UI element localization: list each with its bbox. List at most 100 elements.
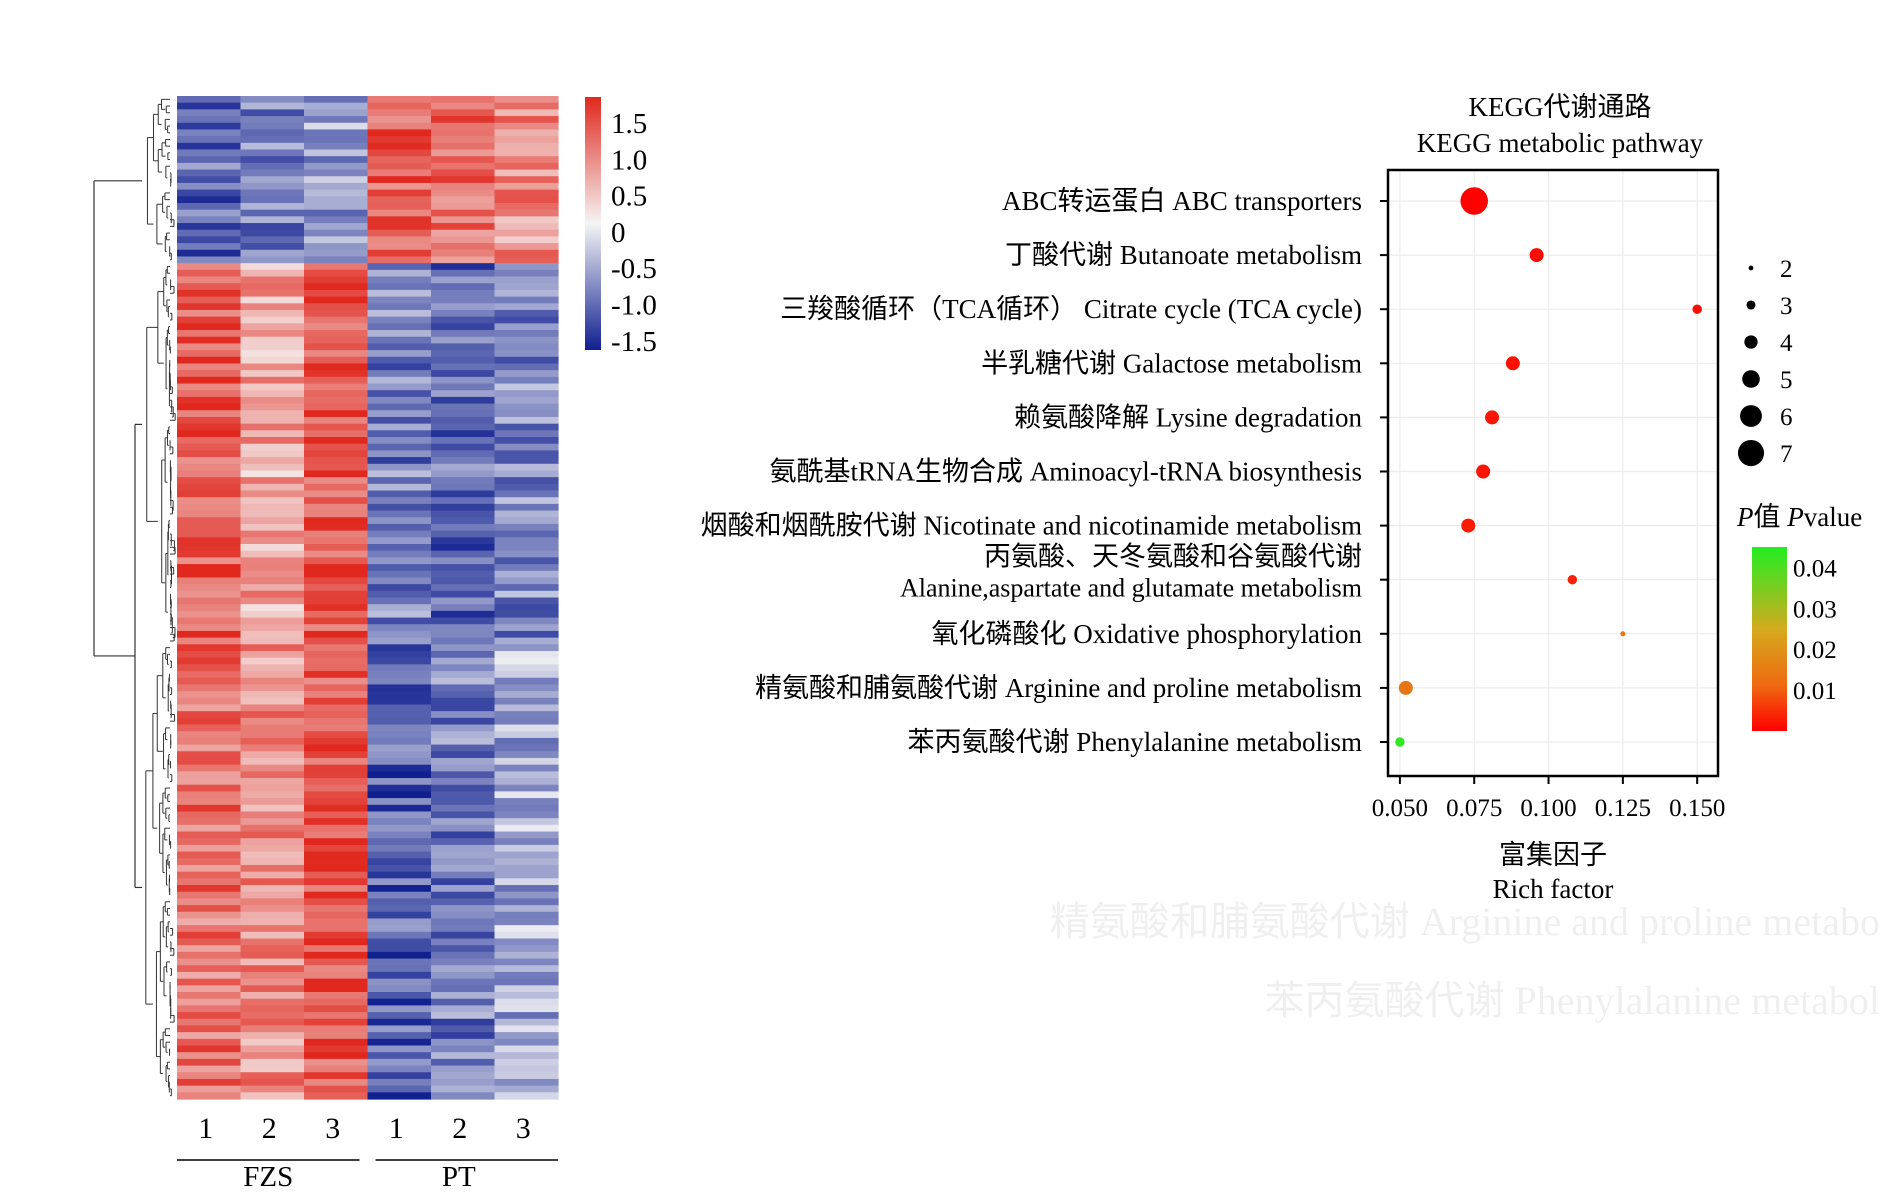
heatmap-cell: [494, 303, 559, 311]
heatmap-cell: [177, 96, 242, 104]
heatmap-cell: [240, 356, 305, 365]
heatmap-cell: [240, 751, 305, 759]
heatmap-cell: [240, 403, 305, 411]
heatmap-cell: [431, 704, 496, 712]
heatmap-cell: [431, 162, 496, 171]
heatmap-cell: [177, 243, 242, 251]
heatmap-cell: [494, 396, 559, 405]
heatmap-cell: [240, 503, 305, 512]
heatmap-cell: [431, 209, 496, 217]
heatmap-cell: [367, 289, 432, 298]
heatmap-cell: [240, 737, 305, 746]
color-legend-label: 0.01: [1793, 678, 1837, 705]
heatmap-cell: [494, 905, 559, 913]
heatmap-cell: [304, 530, 369, 538]
heatmap-cell: [304, 156, 369, 164]
heatmap-cell: [240, 236, 305, 244]
heatmap-cell: [177, 744, 242, 752]
size-legend-dot: [1744, 335, 1758, 349]
heatmap-cell: [367, 650, 432, 659]
heatmap-cell: [177, 731, 242, 739]
heatmap-cell: [367, 544, 432, 552]
heatmap-cell: [494, 898, 559, 906]
heatmap-cell: [177, 1025, 242, 1033]
heatmap-cell: [431, 323, 496, 331]
heatmap-cell: [431, 430, 496, 438]
heatmap-cell: [367, 757, 432, 766]
heatmap-cell: [494, 350, 559, 358]
heatmap-cell: [177, 791, 242, 799]
heatmap-cell: [240, 771, 305, 779]
heatmap-column-labels: 1 2 3 1 2 3: [198, 1112, 531, 1145]
heatmap-cell: [431, 604, 496, 612]
pathway-label: 赖氨酸降解 Lysine degradation: [1014, 402, 1362, 432]
heatmap-cell: [304, 764, 369, 772]
heatmap-cell: [177, 303, 242, 311]
x-tick-label: 0.050: [1372, 795, 1428, 822]
heatmap-cell: [304, 604, 369, 612]
heatmap-cell: [431, 330, 496, 338]
heatmap-cell: [431, 1058, 496, 1067]
heatmap-cell: [240, 196, 305, 204]
heatmap-cell: [304, 938, 369, 946]
heatmap-cell: [177, 1045, 242, 1053]
heatmap-cell: [431, 96, 496, 104]
x-tick-label: 0.100: [1520, 795, 1576, 822]
heatmap-cell: [431, 189, 496, 197]
heatmap-cell: [177, 945, 242, 953]
heatmap-cell: [367, 557, 432, 565]
heatmap-cell: [304, 216, 369, 224]
heatmap-cell: [431, 309, 496, 318]
heatmap-cell: [494, 744, 559, 752]
heatmap-cell: [240, 577, 305, 585]
heatmap-cell: [240, 256, 305, 264]
heatmap-cell: [367, 998, 432, 1006]
heatmap-cell: [431, 116, 496, 124]
heatmap-cell: [304, 985, 369, 993]
heatmap-cell: [431, 637, 496, 645]
heatmap-cell: [367, 778, 432, 786]
heatmap-cell: [494, 182, 559, 191]
heatmap-cell: [494, 965, 559, 973]
heatmap-cell: [304, 463, 369, 472]
heatmap-cell: [367, 1052, 432, 1060]
heatmap-cell: [494, 483, 559, 492]
heatmap-cell: [431, 831, 496, 839]
heatmap-cell: [240, 437, 305, 445]
heatmap-cell: [431, 838, 496, 846]
heatmap-cell: [494, 156, 559, 164]
heatmap-cell: [494, 590, 559, 599]
heatmap-cell: [177, 737, 242, 746]
heatmap-cell: [240, 363, 305, 371]
column-label: 2: [452, 1112, 467, 1145]
heatmap-cell: [431, 1018, 496, 1027]
heatmap-cell: [177, 1092, 242, 1100]
heatmap-cell: [494, 838, 559, 846]
heatmap-cell: [367, 1065, 432, 1073]
heatmap-cell: [494, 1092, 559, 1100]
heatmap-cell: [177, 1012, 242, 1020]
size-legend-dot: [1737, 439, 1765, 467]
heatmap-cell: [367, 403, 432, 411]
heatmap-cell: [431, 196, 496, 204]
heatmap-cell: [367, 202, 432, 211]
heatmap-cell: [177, 891, 242, 899]
row-dendrogram: [93, 98, 176, 1097]
heatmap-cell: [367, 363, 432, 371]
heatmap-cell: [304, 196, 369, 204]
heatmap-cell: [367, 376, 432, 385]
heatmap-cell: [494, 116, 559, 124]
heatmap-cell: [367, 671, 432, 679]
heatmap-cell: [304, 844, 369, 853]
heatmap-cell: [177, 249, 242, 258]
heatmap-cell: [431, 677, 496, 686]
heatmap-cell: [304, 289, 369, 298]
heatmap-cell: [431, 530, 496, 538]
heatmap-cell: [240, 303, 305, 311]
heatmap-cell: [240, 336, 305, 345]
heatmap-cell: [494, 798, 559, 806]
heatmap-cell: [240, 156, 305, 164]
heatmap-cell: [494, 938, 559, 946]
heatmap-cell: [367, 236, 432, 244]
heatmap-cell: [494, 122, 559, 131]
